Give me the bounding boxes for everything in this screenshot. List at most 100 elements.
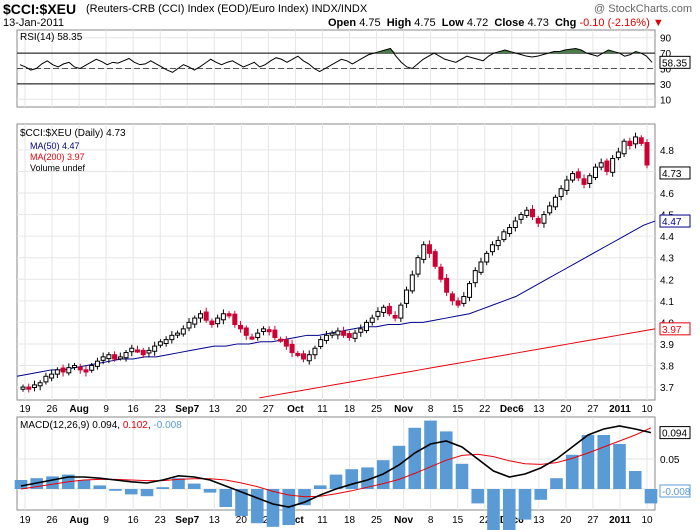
candle-body xyxy=(444,277,450,293)
candle-body xyxy=(260,328,266,332)
candle-body xyxy=(266,329,272,333)
candle-body xyxy=(295,352,301,356)
candle-body xyxy=(197,313,203,319)
price-last-close: 4.73 xyxy=(662,169,682,180)
open-label: Open xyxy=(328,17,357,29)
candle-body xyxy=(512,220,518,228)
x-tick-label: 9 xyxy=(103,515,109,526)
macd-hist-bar xyxy=(93,485,107,489)
open-value: 4.75 xyxy=(359,17,381,29)
candle-body xyxy=(66,367,72,374)
candle-body xyxy=(524,209,530,216)
macd-hist-bar xyxy=(550,478,563,489)
candle-body xyxy=(415,257,421,275)
candle-body xyxy=(615,151,621,159)
candle-body xyxy=(518,214,524,220)
price-tick-label: 4.6 xyxy=(660,189,674,200)
price-title: $CCI:$XEU (Daily) 4.73 xyxy=(20,128,126,139)
copyright-link[interactable]: @ StockCharts.com xyxy=(594,3,692,15)
candle-body xyxy=(352,332,358,339)
candle-body xyxy=(152,345,158,352)
candle-body xyxy=(163,339,169,345)
price-tick-label: 4.4 xyxy=(660,232,674,243)
macd-hist-bar xyxy=(471,489,485,504)
chart-symbol: $CCI:$XEU xyxy=(3,1,77,17)
chart-date: 13-Jan-2011 xyxy=(3,17,64,29)
chg-label: Chg xyxy=(554,17,577,29)
candle-body xyxy=(180,328,186,335)
candle-body xyxy=(215,317,221,325)
candle-body xyxy=(467,283,473,298)
candle-body xyxy=(192,317,198,325)
candle-body xyxy=(301,353,307,360)
x-tick-label: 26 xyxy=(46,515,58,526)
x-tick-label: 10 xyxy=(641,515,653,526)
x-tick-label: Sep7 xyxy=(175,404,199,415)
rsi-tick-label: 70 xyxy=(660,49,672,60)
ma50-last-label: 4.47 xyxy=(662,217,682,228)
candle-body xyxy=(100,356,106,361)
candle-body xyxy=(112,354,118,360)
x-tick-label: Sep7 xyxy=(175,515,199,526)
price-frame xyxy=(16,123,656,401)
rsi-panel: 10 30 50 70 90 RSI(14) 58.35 58.35 xyxy=(16,29,691,108)
candle-body xyxy=(20,386,26,390)
macd-hist-bar xyxy=(613,444,626,489)
candle-body xyxy=(449,293,455,302)
macd-hist-bar xyxy=(502,489,516,530)
candle-body xyxy=(421,244,427,260)
candle-body xyxy=(278,338,284,342)
macd-panel: 1926Aug91623Sep7132027Oct111825Nov81522D… xyxy=(14,416,691,530)
rsi-tick-label: 50 xyxy=(660,65,672,76)
x-tick-label: 19 xyxy=(19,404,31,415)
candle-body xyxy=(209,320,215,326)
macd-hist-bar xyxy=(424,420,437,489)
candle-body xyxy=(283,339,289,347)
candle-body xyxy=(575,171,581,179)
x-tick-label: Nov xyxy=(394,515,413,526)
candle-body xyxy=(232,313,238,326)
ma200-last-label-box xyxy=(659,322,691,336)
rsi-last-label-box xyxy=(659,55,691,69)
x-tick-label: 25 xyxy=(371,515,383,526)
candle-body xyxy=(604,160,610,172)
candle-body xyxy=(272,329,278,338)
macd-hist-bar xyxy=(644,489,658,504)
candle-body xyxy=(77,366,83,371)
candle-body xyxy=(392,314,398,319)
price-tick-label: 4.1 xyxy=(660,297,674,308)
macd-signal-line xyxy=(20,427,652,498)
x-tick-label: 13 xyxy=(209,404,221,415)
x-tick-label: 20 xyxy=(236,515,248,526)
x-tick-label: 8 xyxy=(428,515,434,526)
candle-body xyxy=(89,365,95,371)
x-tick-label: 23 xyxy=(155,515,167,526)
candle-body xyxy=(175,332,181,336)
rsi-tick-label: 10 xyxy=(660,95,672,106)
macd-last-label: 0.094 xyxy=(662,429,687,440)
x-tick-label: 22 xyxy=(479,515,491,526)
candle-body xyxy=(83,369,89,373)
high-value: 4.75 xyxy=(414,17,436,29)
candle-body xyxy=(249,336,255,340)
rsi-tick-label: 90 xyxy=(660,34,672,45)
candle-body xyxy=(621,140,627,155)
macd-hist-bar xyxy=(187,483,201,489)
macd-hist-bar xyxy=(487,489,500,530)
candle-body xyxy=(341,330,347,336)
x-tick-label: 13 xyxy=(209,515,221,526)
ma200-last-label: 3.97 xyxy=(662,325,682,336)
x-tick-label: 19 xyxy=(19,515,31,526)
macd-hist-bar xyxy=(109,489,122,491)
candle-body xyxy=(375,311,381,317)
macd-hist-bar xyxy=(266,489,280,527)
rsi-tick-label: 30 xyxy=(660,80,672,91)
macd-hist-bar xyxy=(565,454,579,489)
candle-body xyxy=(547,205,553,214)
candle-body xyxy=(306,354,312,362)
candle-body xyxy=(312,347,318,356)
x-tick-label: 18 xyxy=(344,404,356,415)
candle-body xyxy=(123,352,129,359)
macd-hist-bar xyxy=(313,485,327,489)
